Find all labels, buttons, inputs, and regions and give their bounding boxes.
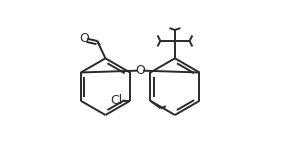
- Text: Cl: Cl: [110, 94, 122, 107]
- Text: O: O: [79, 32, 89, 45]
- Text: O: O: [135, 64, 145, 77]
